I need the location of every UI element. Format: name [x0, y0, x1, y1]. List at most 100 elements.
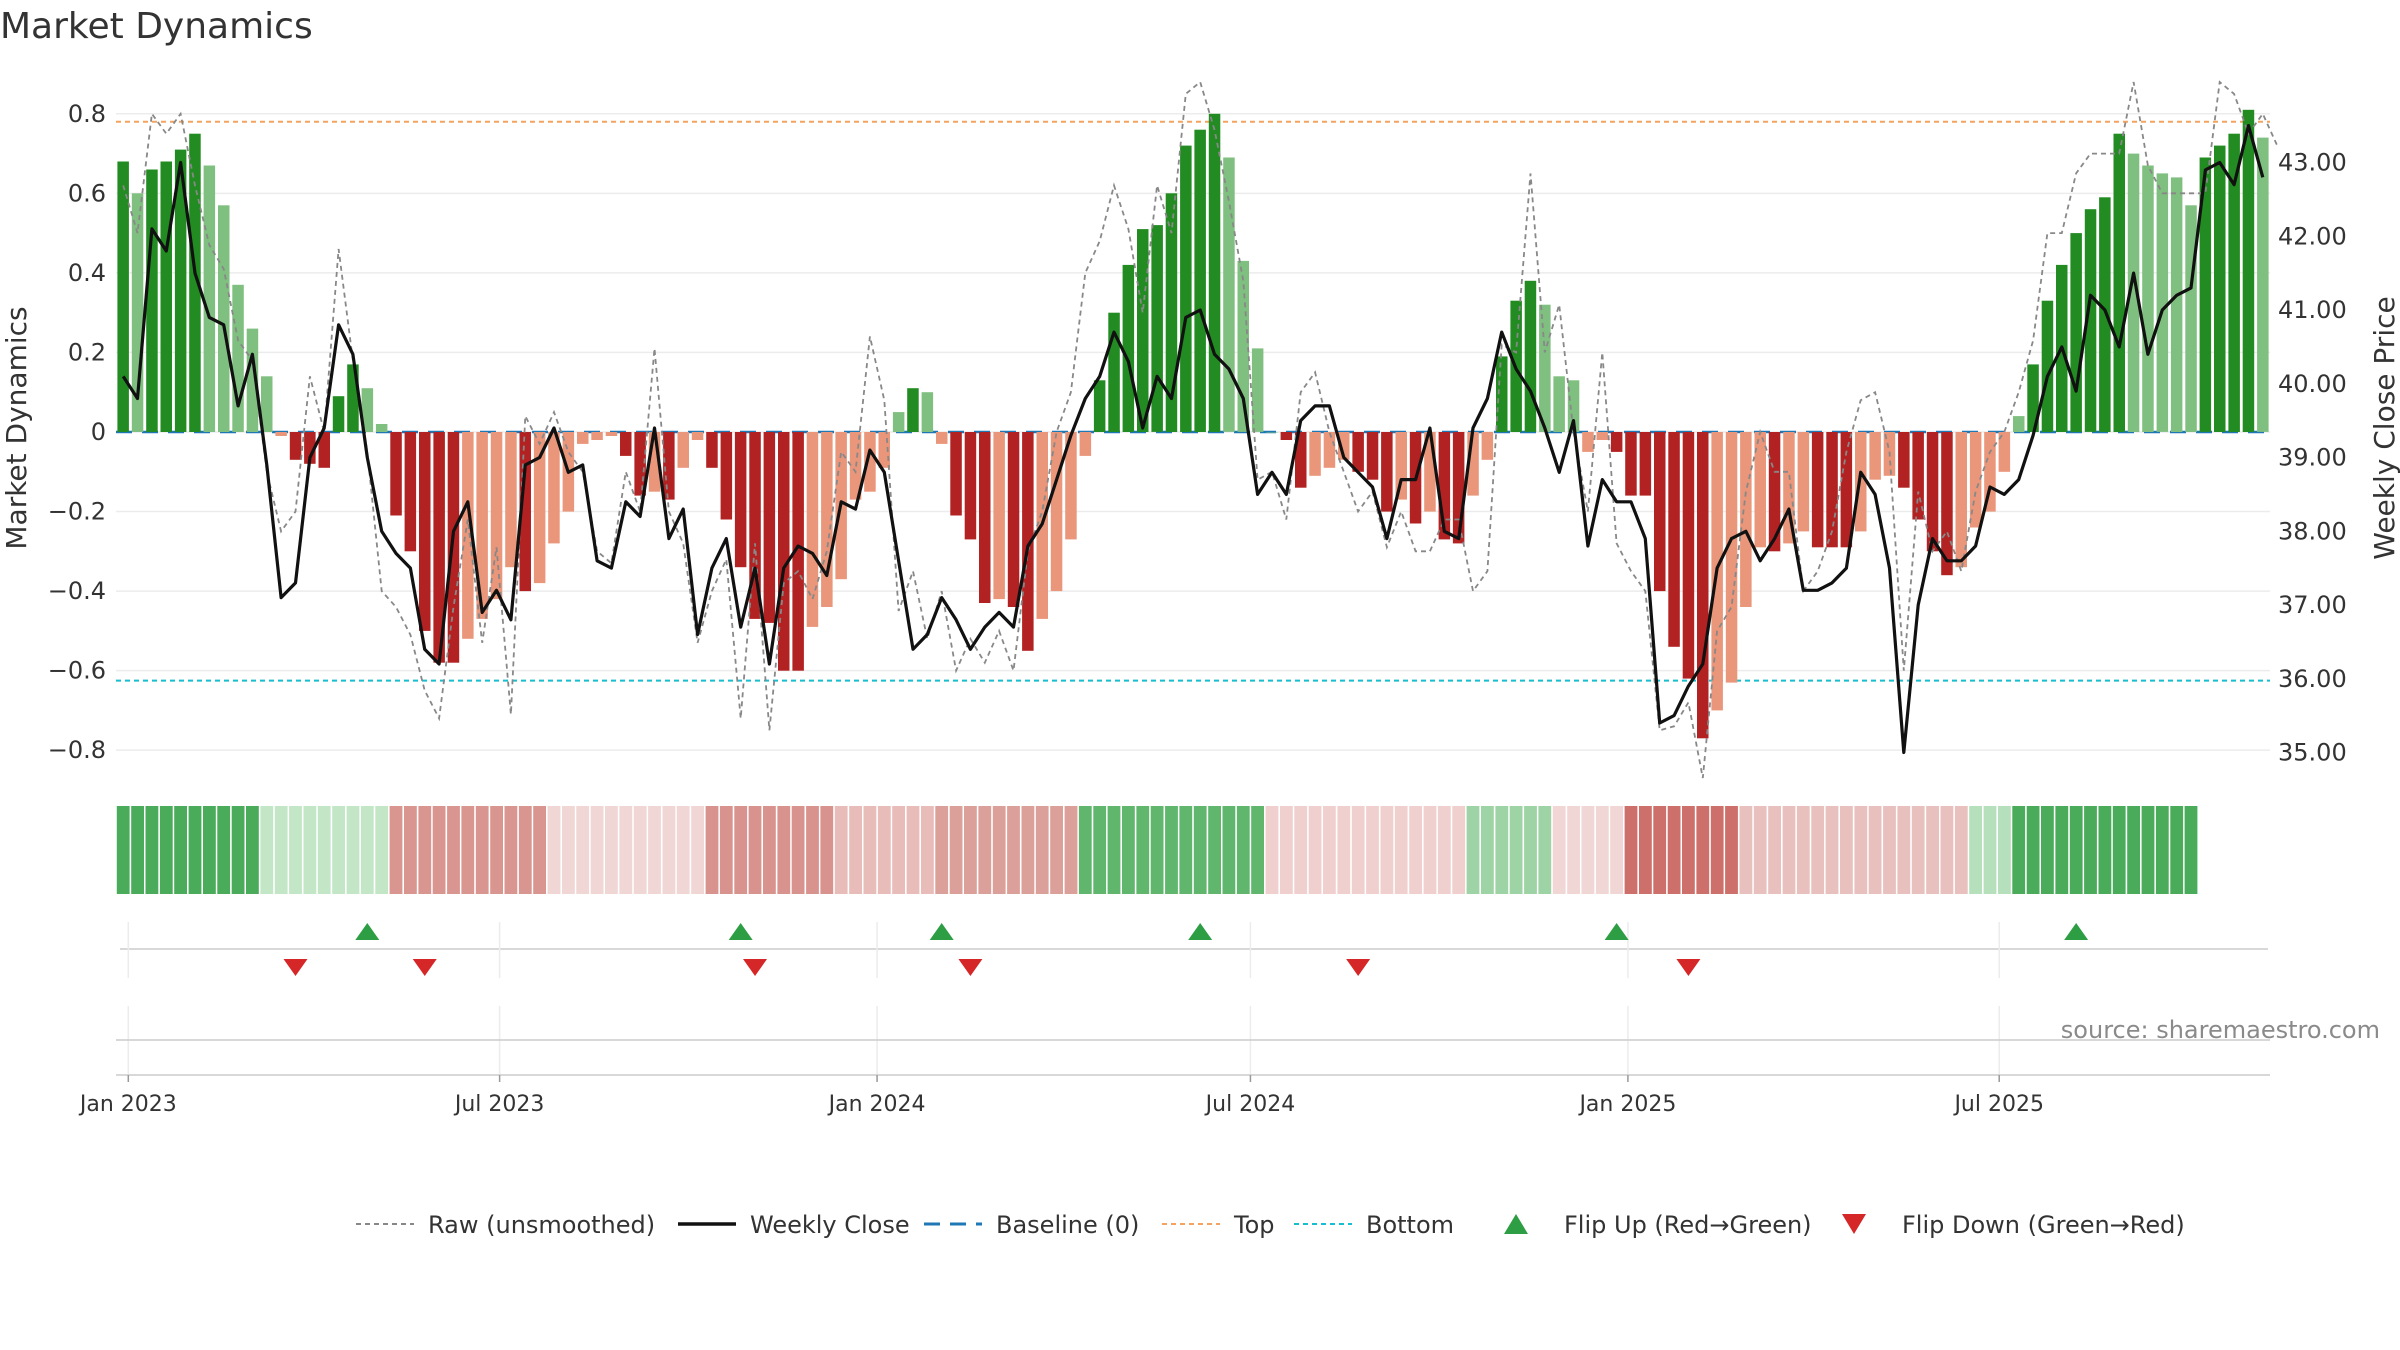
dynamics-bar: [304, 432, 316, 464]
regime-cell: [2127, 806, 2140, 894]
chart-title: Market Dynamics: [0, 6, 313, 47]
dynamics-bar: [232, 284, 244, 432]
dynamics-bar: [318, 432, 330, 468]
regime-cell: [1725, 806, 1738, 894]
regime-cell: [1682, 806, 1695, 894]
dynamics-bar: [1309, 432, 1321, 476]
regime-cell: [806, 806, 819, 894]
dynamics-bar: [505, 432, 517, 568]
dynamics-bar: [1467, 432, 1479, 496]
regime-cell: [2155, 806, 2169, 894]
dynamics-bar: [519, 432, 531, 592]
dynamics-bar: [1065, 432, 1077, 540]
dynamics-bar: [2199, 157, 2212, 432]
date-tick-label: Jul 2024: [1204, 1092, 1296, 1117]
regime-cell: [877, 806, 891, 894]
right-axis-ticks: 43.00 42.00 41.00 40.00 39.00 38.00 37.00 36.00…: [2278, 149, 2347, 767]
regime-cell: [2184, 806, 2198, 894]
regime-cell: [1940, 806, 1954, 894]
regime-cell: [777, 806, 791, 894]
regime-cell: [1236, 806, 1250, 894]
regime-cell: [1093, 806, 1107, 894]
dynamics-bar: [2156, 173, 2169, 432]
dynamics-bar: [1251, 348, 1264, 432]
dynamics-bar: [490, 432, 503, 600]
regime-cell: [217, 806, 231, 894]
dynamics-bar: [663, 432, 675, 500]
dynamics-bar: [1496, 356, 1508, 432]
regime-cell: [231, 806, 245, 894]
flip-up-marker: [1188, 923, 1213, 940]
regime-cell: [1409, 806, 1422, 894]
regime-cell: [1280, 806, 1293, 894]
dynamics-bar: [1840, 432, 1853, 548]
dynamics-bar: [289, 432, 302, 460]
legend-label: Top: [1233, 1211, 1275, 1239]
regime-cell: [360, 806, 374, 894]
regime-cell: [145, 806, 159, 894]
dynamics-bar: [706, 432, 718, 468]
flip-up-marker: [728, 923, 753, 940]
regime-cell: [892, 806, 905, 894]
regime-cell: [317, 806, 331, 894]
regime-cell: [1624, 806, 1638, 894]
flip-down-marker: [283, 959, 308, 976]
regime-cell: [1294, 806, 1308, 894]
timeline-axis: Jan 2023 Jul 2023 Jan 2024 Jul 2024 Jan 2025…: [78, 1006, 2270, 1117]
dynamics-bar: [1122, 264, 1135, 432]
regime-cell: [1351, 806, 1365, 894]
regime-cell: [1768, 806, 1781, 894]
regime-cell: [518, 806, 532, 894]
regime-cell: [533, 806, 546, 894]
dynamics-bar: [1338, 432, 1350, 460]
regime-cell: [1825, 806, 1839, 894]
regime-cell: [2112, 806, 2126, 894]
dynamics-bar: [1984, 432, 1996, 512]
regime-cell: [1380, 806, 1394, 894]
dynamics-bar: [1007, 432, 1020, 607]
dynamics-bar: [160, 161, 172, 432]
regime-cell: [1897, 806, 1911, 894]
dynamics-bar: [261, 376, 273, 432]
regime-cell: [676, 806, 690, 894]
regime-cell: [1552, 806, 1566, 894]
flip-markers: [120, 922, 2268, 978]
dynamics-bar: [2257, 137, 2269, 432]
regime-cell: [346, 806, 360, 894]
legend: Raw (unsmoothed) Weekly Close Baseline (0)…: [356, 1211, 2185, 1239]
dynamics-bar: [1955, 432, 1967, 568]
dynamics-bar: [1754, 432, 1766, 548]
dynamics-bar: [2084, 209, 2097, 432]
dynamics-bar: [921, 392, 934, 432]
regime-cell: [633, 806, 647, 894]
dynamics-bar: [533, 432, 546, 584]
regime-cell: [1667, 806, 1681, 894]
dynamics-bar: [691, 432, 704, 440]
dynamics-bar: [2041, 300, 2054, 432]
regime-cell: [1983, 806, 1997, 894]
regime-cell: [1495, 806, 1509, 894]
dynamics-bar: [447, 432, 460, 663]
regime-cell: [2170, 806, 2184, 894]
dynamics-bar: [1352, 432, 1364, 472]
regime-cell: [1581, 806, 1595, 894]
regime-cell: [2141, 806, 2155, 894]
dynamics-bar: [419, 432, 431, 631]
flip-up-marker: [2064, 923, 2089, 940]
dynamics-bar: [1639, 432, 1652, 496]
dynamics-bar: [792, 432, 804, 671]
regime-cell: [475, 806, 489, 894]
dynamics-bar: [462, 432, 474, 639]
regime-cell: [763, 806, 776, 894]
right-tick-label: 40.00: [2278, 370, 2347, 398]
regime-cell: [906, 806, 920, 894]
dynamics-bar: [361, 388, 374, 432]
dynamics-bar: [734, 432, 747, 568]
dynamics-bar: [892, 412, 905, 432]
regime-cell: [490, 806, 503, 894]
regime-cell: [1423, 806, 1437, 894]
regime-cell: [964, 806, 977, 894]
dynamics-bar: [1137, 229, 1149, 432]
regime-cell: [1710, 806, 1724, 894]
